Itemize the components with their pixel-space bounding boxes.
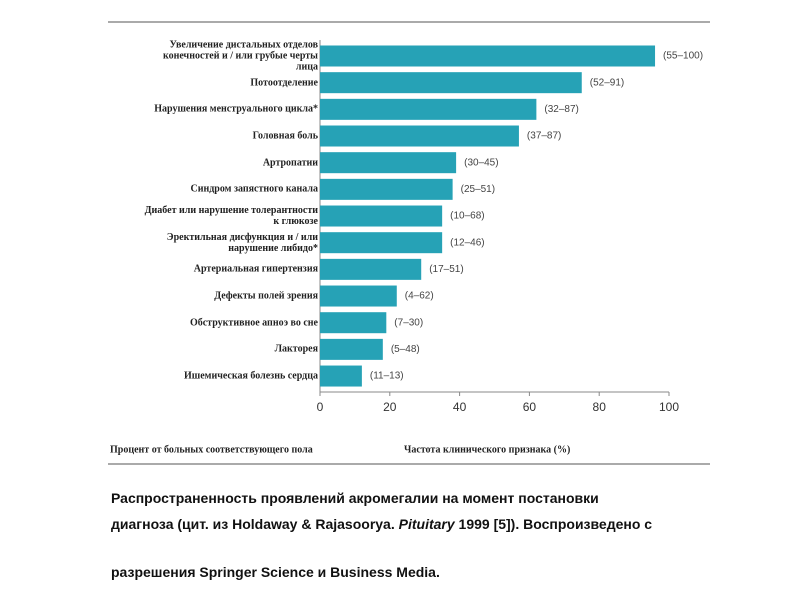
bar — [320, 45, 656, 67]
x-tick-label: 60 — [523, 400, 537, 414]
range-label: (11–13) — [370, 371, 404, 382]
range-label: (4–62) — [405, 291, 434, 302]
category-label: Эректильная дисфункция и / или нарушение… — [166, 231, 318, 254]
category-label: Дефекты полей зрения — [214, 290, 318, 302]
category-label: Обструктивное апноэ во сне — [189, 317, 318, 329]
bar — [320, 98, 537, 120]
category-label: Потоотделение — [250, 77, 318, 89]
bar — [320, 152, 457, 174]
bar — [320, 338, 383, 360]
bar — [320, 312, 387, 334]
range-label: (55–100) — [663, 51, 703, 62]
caption-line: Распространенность проявлений акромегали… — [111, 490, 599, 506]
caption-text: диагноза (цит. из Holdaway & Rajasoorya. — [111, 516, 399, 532]
category-label: Увеличение дистальных отделов конечносте… — [162, 39, 318, 73]
x-axis-title: Частота клинического признака (%) — [404, 444, 570, 455]
range-label: (17–51) — [429, 264, 463, 275]
category-label: Лакторея — [274, 343, 318, 355]
range-label: (32–87) — [544, 104, 578, 115]
category-label: Ишемическая болезнь сердца — [184, 370, 318, 382]
caption-text: 1999 [5]). Воспроизведено с — [454, 516, 653, 532]
category-label: Артропатии — [262, 157, 318, 169]
caption-journal: Pituitary — [398, 516, 455, 532]
category-label: Головная боль — [252, 130, 318, 142]
range-label: (5–48) — [391, 344, 420, 355]
range-label: (25–51) — [461, 184, 495, 195]
range-label: (7–30) — [394, 317, 423, 328]
range-label: (37–87) — [527, 131, 561, 142]
caption-line: диагноза (цит. из Holdaway & Rajasoorya.… — [111, 516, 652, 532]
bar — [320, 232, 443, 254]
bar — [320, 285, 397, 307]
bar — [320, 178, 453, 200]
x-tick-label: 100 — [659, 400, 679, 414]
range-label: (12–46) — [450, 237, 484, 248]
range-label: (10–68) — [450, 211, 484, 222]
category-label: Нарушения менструального цикла* — [154, 103, 318, 115]
x-tick-label: 80 — [593, 400, 607, 414]
category-label: Диабет или нарушение толерантности к глю… — [144, 205, 318, 228]
bar — [320, 125, 519, 147]
bar — [320, 72, 582, 94]
footnote: Процент от больных соответствующего пола — [110, 444, 313, 455]
bar — [320, 258, 422, 280]
category-label: Артериальная гипертензия — [193, 263, 318, 275]
bar — [320, 365, 362, 387]
range-label: (30–45) — [464, 157, 498, 168]
caption-line: разрешения Springer Science и Business M… — [111, 564, 440, 580]
x-tick-label: 20 — [383, 400, 397, 414]
x-tick-label: 0 — [317, 400, 324, 414]
x-tick-label: 40 — [453, 400, 467, 414]
range-label: (52–91) — [590, 77, 624, 88]
category-label: Синдром запястного канала — [190, 183, 318, 195]
bar — [320, 205, 443, 227]
